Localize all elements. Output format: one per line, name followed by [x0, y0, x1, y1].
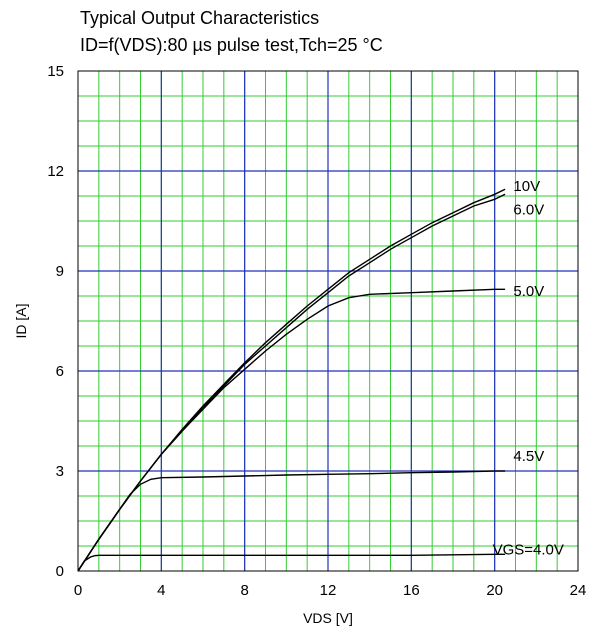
curve-line [77, 193, 506, 572]
y-tick-label: 3 [56, 463, 64, 480]
y-tick-label: 0 [56, 563, 64, 580]
x-tick-label: 24 [570, 582, 587, 599]
plot-frame [77, 70, 579, 572]
x-tick-label: 8 [240, 582, 248, 599]
x-tick-label: 12 [320, 582, 337, 599]
curve-label: 6.0V [513, 201, 544, 218]
x-axis-ticks: 0 4 8 12 16 20 24 [74, 582, 587, 599]
x-tick-label: 20 [486, 582, 503, 599]
curve-line [77, 553, 506, 572]
curve-label: 4.5V [513, 448, 544, 465]
curve-line [77, 470, 506, 572]
major-grid [78, 71, 578, 571]
y-axis-label: ID [A] [13, 303, 29, 338]
x-tick-label: 4 [157, 582, 165, 599]
y-tick-label: 6 [56, 363, 64, 380]
curves [77, 188, 506, 572]
curve-label: 10V [513, 178, 540, 195]
curve-line [77, 188, 506, 572]
y-axis-ticks: 0 3 6 9 12 15 [47, 63, 64, 580]
chart-subtitle: ID=f(VDS):80 µs pulse test,Tch=25 °C [80, 35, 383, 55]
y-tick-label: 12 [47, 163, 64, 180]
x-tick-label: 0 [74, 582, 82, 599]
curve-label: VGS=4.0V [493, 541, 564, 558]
y-tick-label: 15 [47, 63, 64, 80]
curve-label: 5.0V [513, 283, 544, 300]
chart-title: Typical Output Characteristics [80, 8, 320, 28]
x-tick-label: 16 [403, 582, 420, 599]
x-axis-label: VDS [V] [303, 610, 353, 626]
curve-line [77, 288, 506, 572]
y-tick-label: 9 [56, 263, 64, 280]
curve-labels: 10V 6.0V 5.0V 4.5V VGS=4.0V [493, 178, 564, 558]
